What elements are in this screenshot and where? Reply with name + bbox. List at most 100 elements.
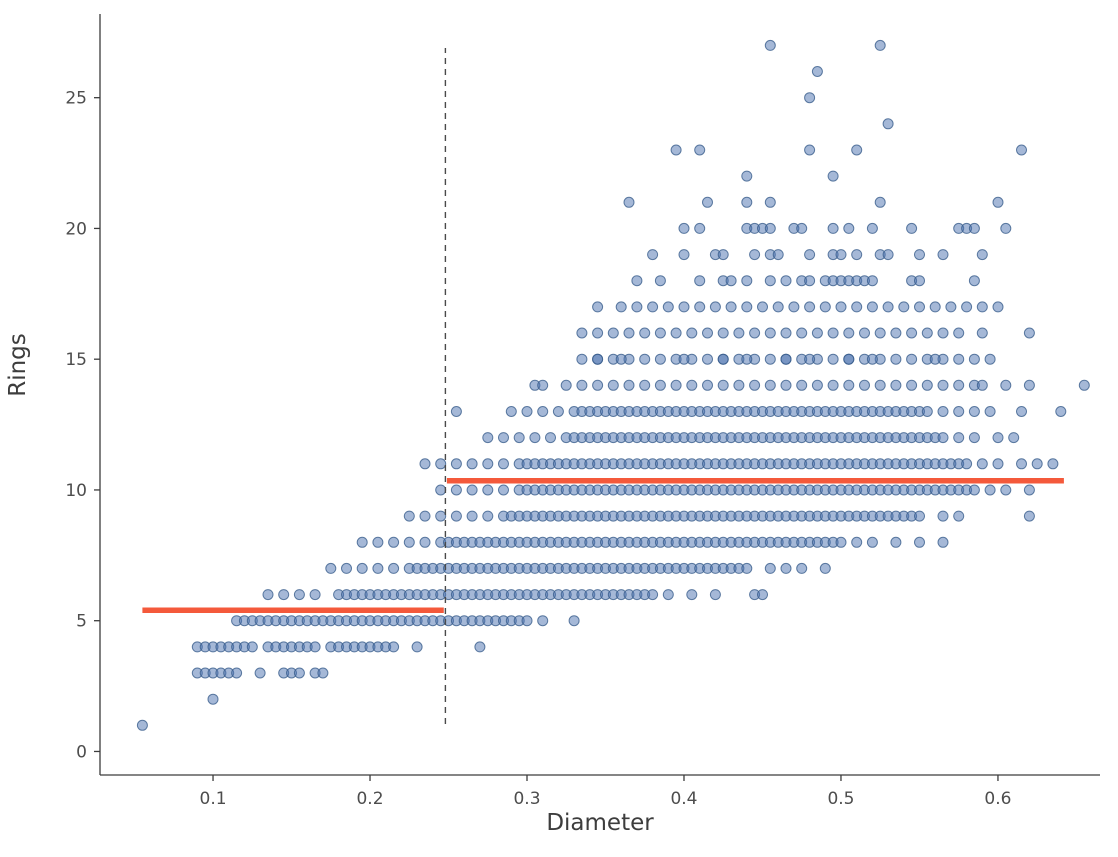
data-point [788, 301, 800, 313]
data-point [466, 458, 478, 470]
data-point [482, 458, 494, 470]
data-point [984, 353, 996, 365]
data-point [435, 458, 447, 470]
step-prediction-lines [142, 478, 1064, 613]
data-point [827, 353, 839, 365]
data-point [937, 249, 949, 261]
data-point [482, 510, 494, 522]
data-point [419, 510, 431, 522]
data-point [764, 562, 776, 574]
data-point [450, 458, 462, 470]
data-point [804, 301, 816, 313]
data-point [1016, 406, 1027, 417]
data-point [482, 484, 494, 496]
data-point [953, 327, 965, 339]
data-point [372, 562, 384, 574]
data-point [498, 432, 509, 444]
x-tick-label: 0.6 [984, 789, 1011, 809]
data-point [937, 406, 949, 417]
data-point [811, 66, 823, 77]
data-point [882, 301, 894, 313]
data-point [992, 458, 1004, 470]
data-point [749, 327, 761, 339]
data-point [953, 379, 965, 391]
data-point [906, 327, 918, 339]
data-point [725, 275, 737, 287]
data-point [953, 353, 965, 365]
data-point [709, 589, 721, 601]
data-point [254, 667, 266, 679]
data-point [733, 379, 745, 391]
data-point [741, 275, 753, 287]
x-tick-label: 0.5 [827, 789, 854, 809]
data-point [906, 353, 918, 365]
data-point [654, 275, 666, 287]
data-point [293, 667, 305, 679]
data-point [466, 510, 478, 522]
data-point [937, 536, 949, 548]
data-point [874, 196, 886, 208]
data-point [874, 39, 886, 51]
data-point [568, 615, 580, 627]
data-point [388, 562, 400, 574]
data-point [466, 484, 478, 496]
data-point [890, 536, 902, 548]
data-point [741, 301, 753, 313]
data-point [827, 222, 839, 234]
data-point [136, 719, 148, 731]
x-tick-label: 0.2 [356, 789, 383, 809]
data-point [851, 144, 863, 156]
data-point [647, 249, 659, 261]
data-point [780, 327, 792, 339]
data-point [851, 536, 863, 548]
data-point [859, 327, 870, 339]
data-point [804, 275, 816, 287]
data-point [984, 484, 996, 496]
data-point [654, 353, 666, 365]
data-point [702, 379, 713, 391]
data-point [529, 432, 541, 444]
data-point [1023, 379, 1035, 391]
data-point [678, 353, 690, 365]
data-point [764, 275, 776, 287]
data-point [615, 353, 627, 365]
data-point [615, 301, 627, 313]
data-point [992, 432, 1004, 444]
data-point [560, 379, 572, 391]
data-point [498, 484, 509, 496]
data-point [686, 379, 698, 391]
data-point [576, 379, 588, 391]
data-point [207, 693, 219, 705]
data-point [537, 615, 549, 627]
data-point [1078, 379, 1090, 391]
data-point [780, 275, 792, 287]
data-point [1016, 144, 1027, 156]
data-point [827, 327, 839, 339]
data-point [914, 249, 925, 261]
data-point [607, 379, 619, 391]
data-point [702, 327, 713, 339]
data-point [796, 379, 808, 391]
y-tick-label: 25 [65, 89, 87, 109]
data-point [262, 589, 274, 601]
data-point [992, 196, 1004, 208]
data-point [293, 589, 305, 601]
data-point [890, 327, 902, 339]
data-point [796, 562, 808, 574]
data-point [937, 379, 949, 391]
data-point [741, 196, 753, 208]
data-point [968, 406, 980, 417]
data-point [678, 249, 690, 261]
data-point [662, 301, 674, 313]
data-point [851, 249, 863, 261]
data-point [505, 406, 517, 417]
data-point [866, 275, 878, 287]
data-point [843, 353, 855, 365]
data-point [450, 510, 462, 522]
data-point [976, 249, 988, 261]
data-point [654, 379, 666, 391]
data-point [866, 222, 878, 234]
data-point [341, 562, 352, 574]
data-point [937, 327, 949, 339]
data-point [521, 615, 533, 627]
